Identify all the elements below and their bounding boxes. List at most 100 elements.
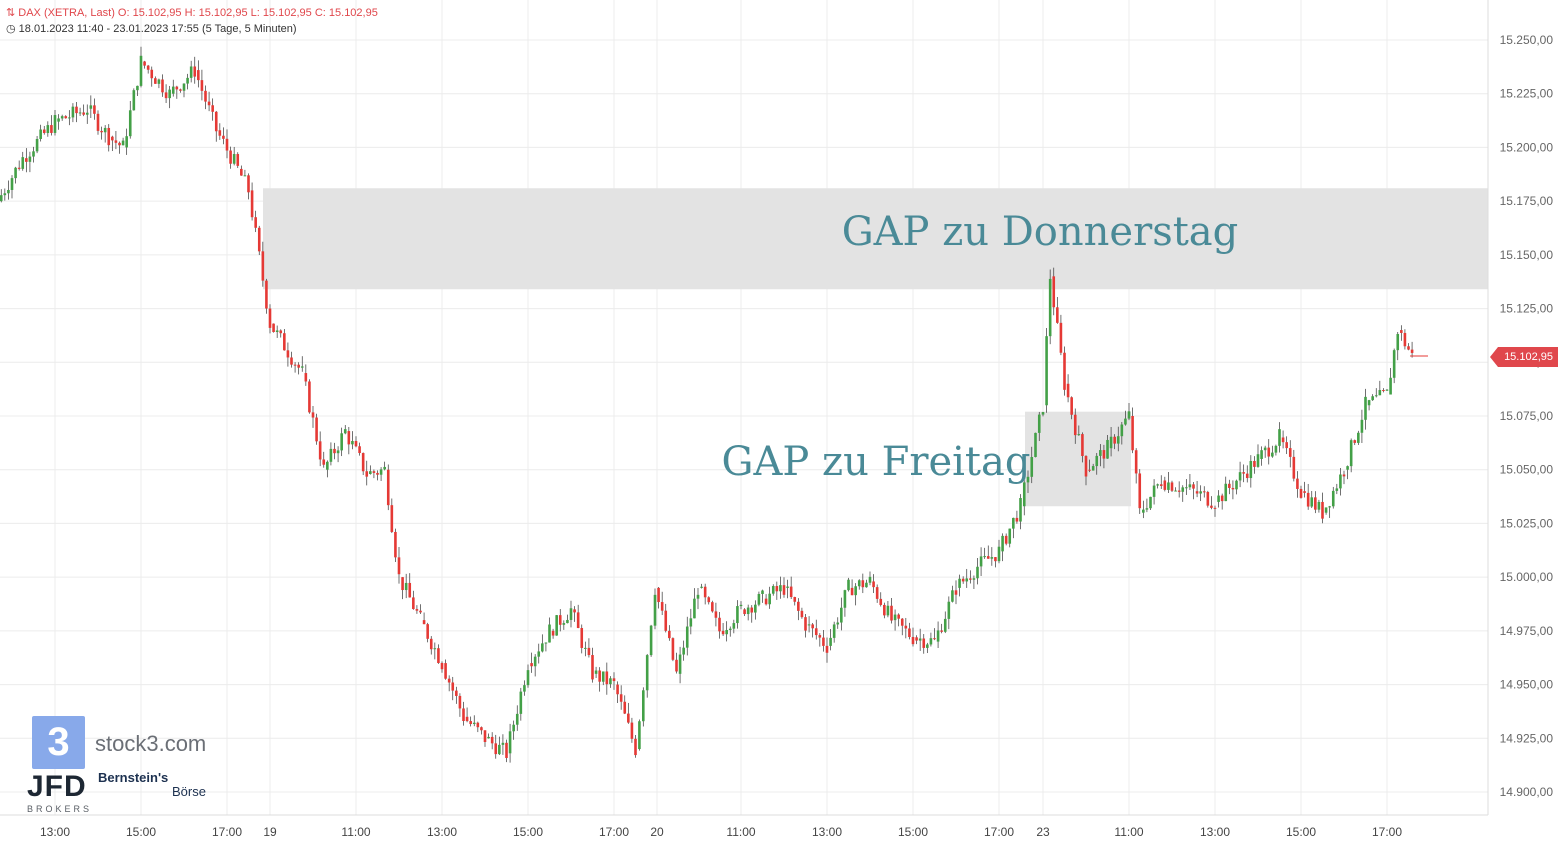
candle-up [1260,450,1263,459]
candle-up [865,582,868,588]
chart-type-icon[interactable]: ⇅ [6,7,16,19]
candle-down [814,628,818,636]
candle-down [900,618,904,626]
candle-down [800,610,804,618]
candle-up [689,618,693,627]
candle-down [354,441,358,447]
candle-up [678,654,682,674]
candle-down [775,586,779,592]
gap-zones [263,188,1488,507]
candle-up [243,175,247,177]
candle-down [1231,487,1235,490]
candle-up [682,647,685,655]
candle-up [46,125,50,134]
candle-up [1392,350,1396,378]
candle-down [782,585,786,595]
candle-down [908,628,911,638]
candle-down [455,690,458,696]
candle-down [415,609,419,611]
candle-up [0,195,3,202]
candle-up [840,607,843,623]
candle-up [746,607,750,615]
candle-down [1113,436,1116,444]
y-tick-label: 14.900,00 [1500,785,1554,799]
candle-up [139,55,143,86]
candle-down [1382,390,1385,392]
candle-up [847,579,850,591]
candle-up [383,466,386,470]
candle-up [736,606,739,624]
candle-up [132,90,136,111]
candle-up [182,83,186,91]
candle-up [336,450,340,454]
candle-down [587,647,591,656]
candle-up [343,429,347,434]
candle-down [1015,517,1019,522]
candle-down [721,630,725,635]
x-tick-label: 19 [263,825,277,839]
candle-up [351,441,354,445]
candle-up [1328,506,1331,508]
candle-down [311,412,315,418]
candle-down [872,581,875,588]
y-tick-label: 14.975,00 [1500,624,1554,638]
candle-down [440,662,444,670]
candle-down [175,86,179,90]
x-tick-label: 15:00 [513,825,543,839]
candle-up [868,576,872,583]
candle-down [286,350,290,358]
candle-up [1224,483,1228,502]
candle-up [1109,436,1113,449]
candle-down [1288,448,1292,457]
candle-up [1019,498,1022,522]
candle-up [843,590,847,608]
x-tick-label: 20 [650,825,664,839]
x-tick-label: 23 [1036,825,1050,839]
candle-up [60,116,64,119]
candle-down [272,323,275,333]
candle-down [1066,383,1070,398]
x-tick-label: 17:00 [984,825,1014,839]
candle-down [1102,450,1106,459]
candle-up [340,433,343,451]
candle-down [530,663,533,667]
candle-up [1091,466,1095,471]
candle-up [979,556,983,567]
x-tick-label: 15:00 [1286,825,1316,839]
candle-down [1195,491,1199,494]
candle-down [630,722,634,739]
candle-down [1088,469,1091,471]
candle-down [660,602,664,611]
candle-down [1059,322,1063,353]
candle-up [1012,517,1015,529]
candle-up [965,578,969,582]
candle-up [976,566,979,579]
candle-down [822,637,825,646]
candle-up [732,623,736,629]
candle-down [897,614,900,619]
candle-up [1364,396,1367,420]
candle-down [1177,490,1181,492]
candle-down [322,459,326,465]
candle-up [10,178,14,190]
candle-down [154,78,157,84]
candle-down [211,105,214,112]
candle-down [612,678,616,682]
candle-down [961,578,965,582]
candle-down [1138,473,1142,509]
candle-down [1353,440,1357,443]
candle-down [825,645,829,653]
candle-up [121,140,125,146]
candle-up [601,671,605,682]
candle-down [551,630,555,636]
jfd-logo: JFD [27,770,87,803]
candle-down [714,611,718,618]
candle-up [1349,440,1353,467]
candle-down [118,142,121,146]
x-tick-label: 15:00 [898,825,928,839]
candle-up [472,722,476,725]
candle-up [642,690,645,722]
candle-down [718,617,721,632]
candle-up [1263,447,1267,451]
